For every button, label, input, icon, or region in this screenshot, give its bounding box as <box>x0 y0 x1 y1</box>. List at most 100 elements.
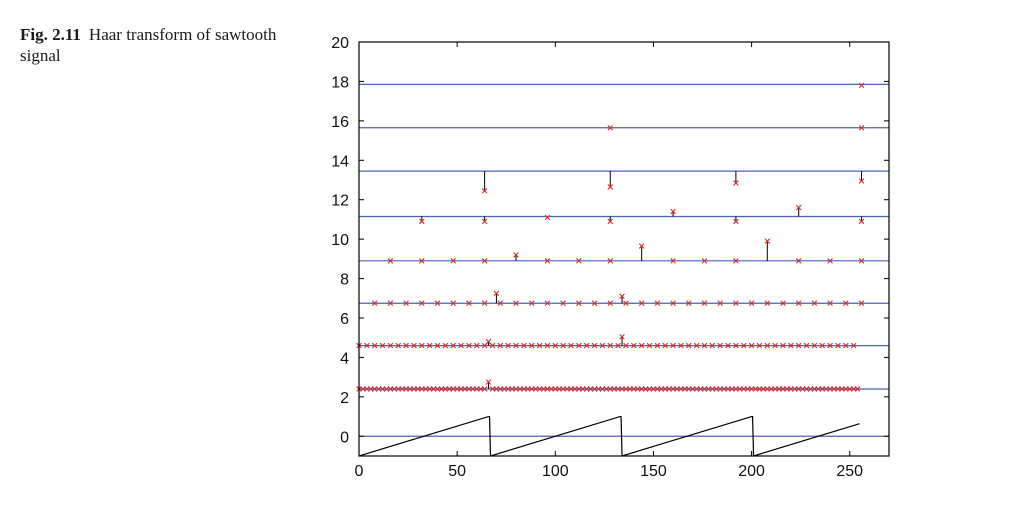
coefficient-marker <box>827 342 833 349</box>
coefficient-marker <box>740 342 747 349</box>
x-tick-label: 150 <box>640 463 667 480</box>
coefficient-marker <box>458 342 464 349</box>
y-tick-label: 12 <box>331 193 349 210</box>
coefficient-marker <box>701 300 708 307</box>
coefficient-marker <box>607 342 614 349</box>
coefficient-marker-outlier <box>858 82 865 89</box>
coefficient-marker <box>701 258 708 264</box>
coefficient-marker <box>544 342 551 349</box>
coefficient-marker-outlier <box>544 214 551 221</box>
coefficient-marker <box>748 342 755 349</box>
coefficient-marker <box>560 300 566 307</box>
coefficient-marker <box>442 342 449 349</box>
coefficient-marker-outlier <box>485 379 492 385</box>
coefficient-marker <box>827 300 833 307</box>
coefficient-marker <box>819 342 826 349</box>
coefficient-marker <box>552 342 559 349</box>
y-tick-label: 8 <box>340 272 349 289</box>
coefficient-marker <box>756 342 763 349</box>
coefficient-marker-outlier <box>638 243 645 249</box>
coefficient-marker-outlier <box>419 218 425 225</box>
coefficient-marker-outlier <box>733 180 739 186</box>
axes-frame <box>358 41 890 457</box>
coefficient-marker <box>560 342 566 349</box>
y-tick-label: 2 <box>340 390 349 407</box>
coefficient-marker <box>505 342 511 349</box>
coefficient-marker <box>858 300 865 307</box>
figure-label: Fig. 2.11 <box>20 25 81 44</box>
coefficient-marker-outlier <box>858 178 865 184</box>
coefficient-marker <box>733 342 739 349</box>
coefficient-marker <box>591 300 598 307</box>
x-tick-label: 50 <box>448 463 466 480</box>
coefficient-marker <box>544 258 551 264</box>
coefficient-marker-outlier <box>481 188 488 194</box>
coefficient-marker <box>772 342 778 349</box>
coefficient-marker <box>387 342 394 349</box>
coefficient-marker <box>670 342 676 349</box>
coefficient-marker <box>685 300 692 307</box>
coefficient-marker <box>795 300 802 307</box>
x-tick-label: 100 <box>542 463 569 480</box>
coefficient-marker-outlier <box>485 338 492 345</box>
coefficient-marker <box>379 342 386 349</box>
coefficient-marker <box>434 300 441 307</box>
coefficient-marker <box>576 342 582 349</box>
coefficient-marker-outlier <box>795 204 802 211</box>
coefficient-marker <box>434 342 441 349</box>
coefficient-marker <box>607 258 614 264</box>
coefficient-marker <box>536 342 543 349</box>
coefficient-marker <box>591 342 598 349</box>
coefficient-marker <box>843 300 849 307</box>
coefficient-marker <box>481 386 488 392</box>
coefficient-marker <box>576 258 582 264</box>
coefficient-marker <box>450 300 457 307</box>
coefficient-marker <box>835 342 841 349</box>
y-tick-label: 20 <box>331 35 349 52</box>
coefficient-marker <box>583 342 590 349</box>
coefficient-marker <box>788 342 794 349</box>
coefficient-marker <box>426 342 433 349</box>
x-tick-label: 250 <box>836 463 863 480</box>
coefficient-marker <box>631 342 637 349</box>
coefficient-marker <box>497 300 504 307</box>
coefficient-marker <box>473 342 480 349</box>
coefficient-marker <box>450 258 457 264</box>
coefficient-marker <box>693 342 700 349</box>
coefficient-marker <box>717 342 723 349</box>
coefficient-marker <box>678 342 684 349</box>
coefficient-marker <box>670 258 676 264</box>
coefficient-marker <box>709 342 716 349</box>
coefficient-marker <box>371 342 378 349</box>
coefficient-marker-outlier <box>481 218 488 225</box>
coefficient-marker <box>411 342 417 349</box>
coefficient-marker <box>395 342 402 349</box>
coefficient-stems <box>421 84 863 389</box>
coefficient-marker <box>850 342 857 349</box>
coefficient-marker <box>403 342 409 349</box>
y-tick-label: 6 <box>340 311 349 328</box>
coefficient-marker-outlier <box>493 290 500 297</box>
y-tick-label: 4 <box>340 350 349 367</box>
coefficient-marker <box>670 300 676 307</box>
coefficient-marker <box>615 342 621 349</box>
coefficient-marker-outlier <box>670 208 676 215</box>
coefficient-marker <box>701 342 708 349</box>
coefficient-marker <box>419 342 425 349</box>
coefficient-marker <box>576 300 582 307</box>
coefficient-marker <box>403 300 409 307</box>
coefficient-marker <box>725 342 731 349</box>
coefficient-marker <box>599 342 606 349</box>
coefficient-marker <box>733 258 739 264</box>
coefficient-marker <box>843 342 849 349</box>
coefficient-marker <box>858 258 865 264</box>
sawtooth-line <box>359 415 860 456</box>
coefficient-marker-outlier <box>858 124 865 131</box>
coefficient-marker <box>795 258 802 264</box>
coefficient-marker <box>364 342 370 349</box>
coefficient-marker-outlier <box>619 293 625 300</box>
coefficient-marker <box>803 342 810 349</box>
coefficient-marker <box>662 342 669 349</box>
y-tick-label: 0 <box>340 429 349 446</box>
coefficient-marker <box>795 342 802 349</box>
